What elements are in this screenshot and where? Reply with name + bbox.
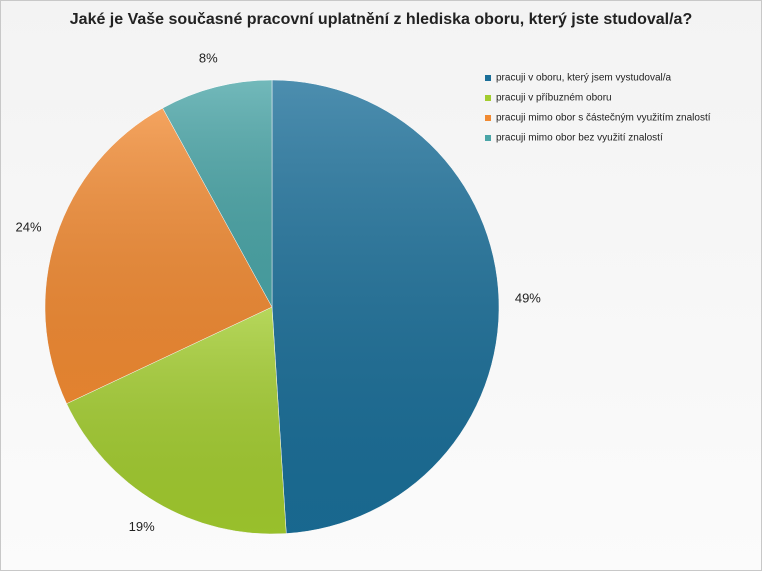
chart-title: Jaké je Vaše současné pracovní uplatnění…	[70, 11, 692, 28]
legend-marker	[485, 135, 491, 141]
data-label: 24%	[16, 219, 42, 234]
legend-marker	[485, 75, 491, 81]
data-label: 49%	[515, 290, 541, 305]
legend-label: pracuji v oboru, který jsem vystudoval/a	[496, 73, 672, 84]
legend-marker	[485, 95, 491, 101]
data-label: 19%	[129, 519, 155, 534]
data-label: 8%	[199, 50, 218, 65]
legend-label: pracuji v příbuzném oboru	[496, 93, 612, 104]
legend-label: pracuji mimo obor s částečným využitím z…	[496, 113, 711, 124]
legend: pracuji v oboru, který jsem vystudoval/a…	[485, 73, 711, 144]
legend-marker	[485, 115, 491, 121]
legend-label: pracuji mimo obor bez využití znalostí	[496, 133, 663, 144]
